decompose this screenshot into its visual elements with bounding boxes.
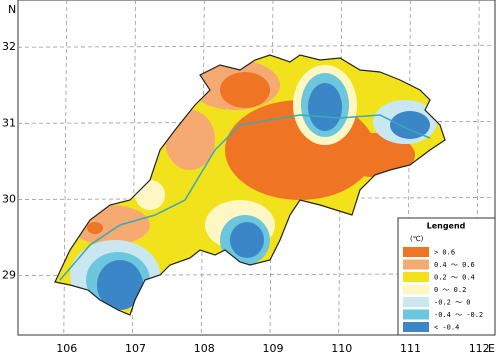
lon-tick-label: 110 [331, 342, 352, 355]
lat-tick-label: 30 [2, 192, 16, 205]
lat-tick-label: 29 [2, 269, 16, 282]
river [59, 114, 431, 281]
legend-label: 0 ～ 0.2 [434, 286, 466, 294]
lat-grid-line [17, 44, 496, 48]
legend-label: > 0.6 [434, 249, 455, 257]
lon-tick-label: 106 [56, 342, 77, 355]
legend-swatch [403, 322, 429, 332]
legend-label: -0.4 ～ -0.2 [434, 311, 483, 319]
lon-axis-label: E [488, 342, 495, 355]
lon-tick-label: 109 [262, 342, 283, 355]
legend-unit: (℃) [410, 235, 424, 243]
legend-swatch [403, 309, 429, 320]
legend-label: 0.4 ～ 0.6 [434, 261, 475, 269]
lat-tick-label: 31 [2, 116, 16, 129]
legend-label: < -0.4 [434, 324, 459, 332]
lon-tick-label: 108 [194, 342, 215, 355]
lon-tick-label: 107 [125, 342, 146, 355]
lon-tick-label: 111 [400, 342, 421, 355]
legend-label: 0.2 ～ 0.4 [434, 274, 475, 282]
legend: Lengend (℃) > 0.6 0.4 ～ 0.6 0.2 ～ 0.4 0 ～ 0… [397, 217, 496, 336]
lat-tick-label: 32 [2, 40, 16, 53]
region-border [54, 54, 446, 316]
legend-title: Lengend [427, 222, 466, 231]
legend-swatch [403, 297, 429, 307]
legend-swatch [403, 272, 429, 282]
legend-swatch [403, 247, 429, 257]
legend-label: -0.2 ～ 0 [434, 299, 471, 307]
legend-swatch [403, 259, 429, 270]
lat-axis-label: N [8, 3, 16, 16]
legend-swatch [403, 284, 429, 295]
lon-tick-label: 112 [469, 342, 490, 355]
